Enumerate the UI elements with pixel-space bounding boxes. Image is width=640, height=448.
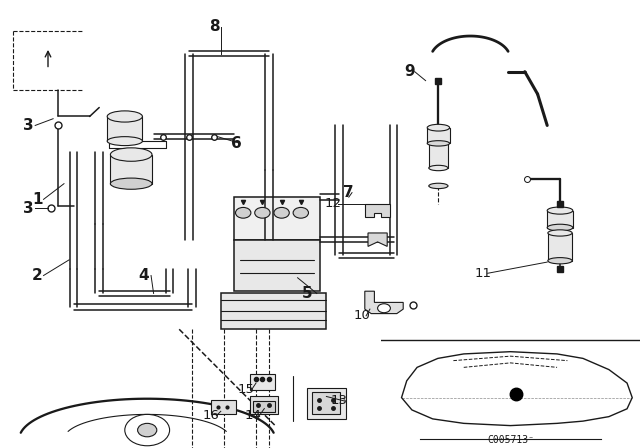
Bar [234, 197, 320, 240]
Ellipse shape [428, 124, 450, 131]
Text: 5: 5 [302, 286, 312, 301]
Text: 4: 4 [139, 268, 149, 283]
Text: 9: 9 [404, 64, 415, 79]
Circle shape [138, 423, 157, 437]
Ellipse shape [108, 137, 143, 146]
Bar [250, 374, 275, 390]
Bar [108, 116, 143, 141]
Bar [429, 143, 448, 168]
Text: 12: 12 [324, 197, 341, 211]
Polygon shape [368, 233, 387, 246]
Ellipse shape [110, 148, 152, 161]
Text: 3: 3 [24, 201, 34, 216]
Bar [211, 400, 236, 414]
Ellipse shape [548, 258, 572, 264]
Ellipse shape [547, 224, 573, 231]
Ellipse shape [110, 178, 152, 190]
Bar [250, 396, 278, 414]
Text: 14: 14 [244, 409, 261, 422]
Text: 8: 8 [209, 19, 220, 34]
Polygon shape [365, 204, 390, 217]
Circle shape [378, 304, 390, 313]
Bar [307, 388, 346, 419]
Bar [548, 233, 572, 261]
Text: 3: 3 [24, 118, 34, 133]
Bar [221, 293, 326, 329]
Circle shape [236, 207, 251, 218]
Ellipse shape [547, 207, 573, 214]
Text: 16: 16 [203, 409, 220, 422]
Bar [547, 211, 573, 228]
Ellipse shape [429, 165, 448, 171]
Text: 15: 15 [238, 383, 255, 396]
Ellipse shape [429, 183, 448, 189]
Text: 2: 2 [32, 268, 42, 283]
Text: 10: 10 [353, 309, 370, 323]
Ellipse shape [548, 230, 572, 236]
Text: 7: 7 [344, 185, 354, 200]
Text: 1: 1 [32, 192, 42, 207]
Bar [110, 155, 152, 184]
Ellipse shape [428, 141, 450, 146]
Bar [312, 392, 340, 414]
Circle shape [274, 207, 289, 218]
Circle shape [293, 207, 308, 218]
Text: 11: 11 [475, 267, 492, 280]
Bar [253, 401, 275, 412]
Bar [234, 240, 320, 291]
Circle shape [255, 207, 270, 218]
Text: 13: 13 [331, 394, 348, 408]
Bar [428, 128, 450, 143]
Polygon shape [365, 291, 403, 314]
Ellipse shape [108, 111, 143, 122]
Circle shape [125, 414, 170, 446]
Text: 6: 6 [232, 136, 242, 151]
